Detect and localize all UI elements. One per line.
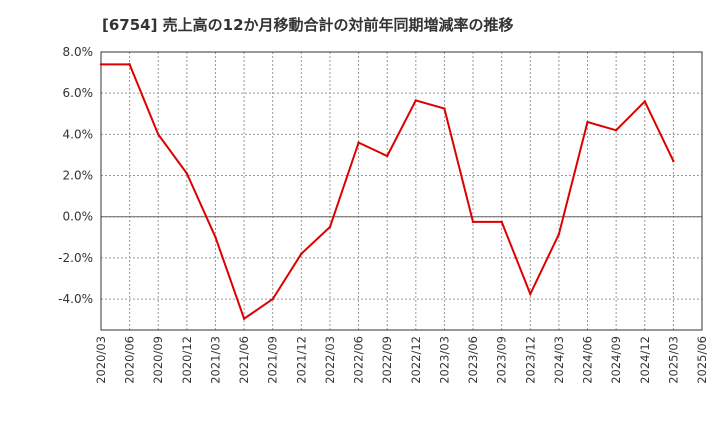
x-tick-label: 2022/12: [409, 336, 423, 384]
x-tick-label: 2025/06: [695, 336, 709, 384]
data-point: [128, 63, 131, 66]
x-tick-label: 2023/12: [523, 336, 537, 384]
y-tick-label: -2.0%: [58, 251, 93, 265]
x-tick-label: 2024/12: [638, 336, 652, 384]
plot-area-border: [100, 51, 703, 331]
x-tick-label: 2023/09: [495, 336, 509, 384]
x-tick-label: 2022/03: [323, 336, 337, 384]
x-tick-label: 2021/09: [266, 336, 280, 384]
data-point: [214, 236, 217, 239]
y-tick-label: 0.0%: [63, 210, 94, 224]
data-point: [586, 120, 589, 124]
data-point: [471, 220, 475, 224]
x-tick-label: 2022/09: [380, 336, 394, 384]
x-tick-label: 2025/03: [666, 336, 680, 384]
y-tick-label: -4.0%: [58, 292, 93, 306]
x-tick-label: 2023/06: [466, 336, 480, 384]
x-tick-label: 2020/03: [94, 336, 108, 384]
y-tick-label: 2.0%: [63, 169, 94, 183]
data-point: [99, 63, 103, 66]
x-tick-label: 2020/12: [180, 336, 194, 384]
data-point: [414, 99, 418, 102]
y-tick-label: 8.0%: [63, 45, 94, 59]
data-point: [185, 172, 189, 175]
data-point: [557, 233, 561, 236]
x-tick-label: 2024/06: [581, 336, 595, 384]
data-point: [614, 129, 618, 132]
data-point: [500, 220, 503, 224]
x-tick-label: 2021/12: [294, 336, 308, 384]
x-tick-label: 2022/06: [352, 336, 366, 384]
x-tick-label: 2020/06: [123, 336, 137, 384]
data-point: [385, 154, 389, 158]
data-point: [357, 141, 360, 144]
data-point: [300, 252, 303, 256]
data-point: [529, 292, 532, 296]
x-tick-label: 2021/06: [237, 336, 251, 384]
x-tick-label: 2024/09: [609, 336, 623, 384]
data-point: [157, 133, 160, 136]
data-point: [443, 107, 446, 110]
y-tick-label: 6.0%: [63, 86, 94, 100]
data-point: [672, 159, 675, 163]
data-point: [328, 225, 332, 229]
x-tick-label: 2020/09: [151, 336, 165, 384]
data-point: [242, 317, 246, 320]
x-tick-label: 2021/03: [208, 336, 222, 384]
x-tick-label: 2024/03: [552, 336, 566, 384]
y-tick-label: 4.0%: [63, 127, 94, 141]
data-point: [643, 100, 646, 103]
chart-title: [6754] 売上高の12か月移動合計の対前年同期増減率の推移: [102, 16, 514, 34]
x-tick-label: 2023/03: [437, 336, 451, 384]
data-point: [271, 297, 274, 301]
